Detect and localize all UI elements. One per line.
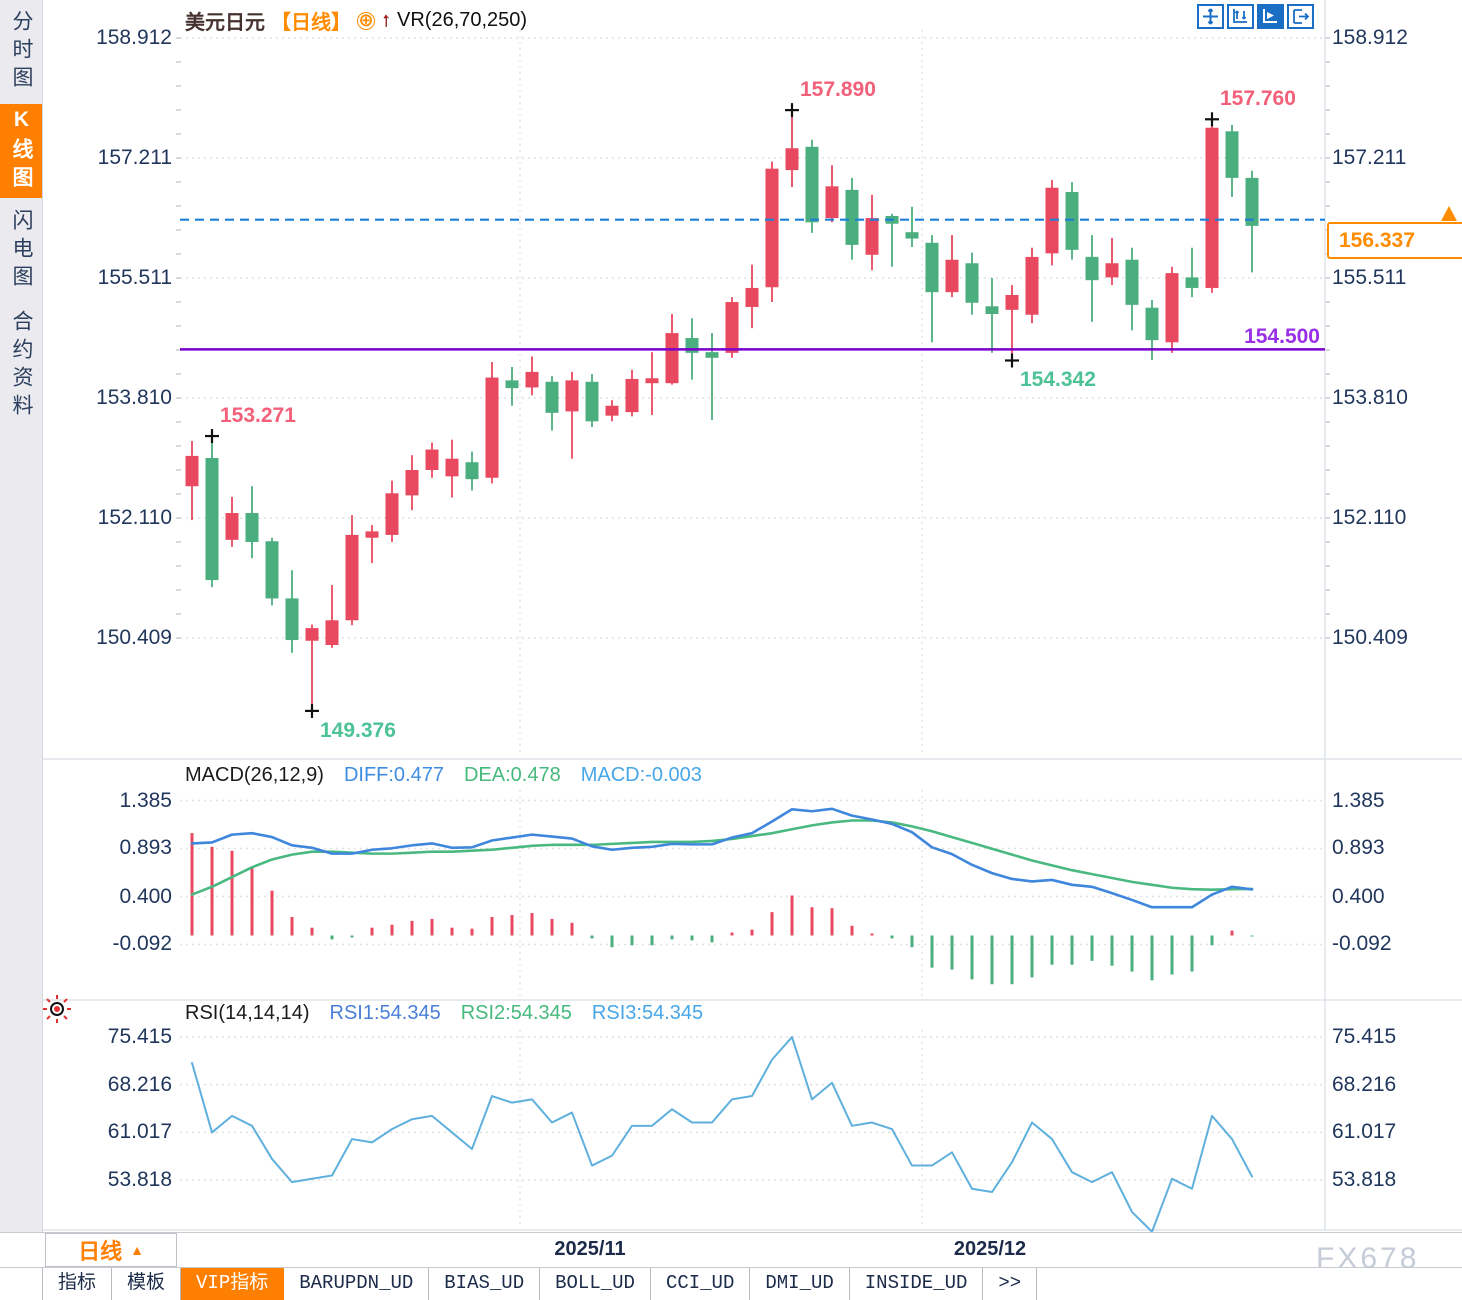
price-axis-label: 157.211 — [1332, 146, 1407, 170]
rsi-header: RSI(14,14,14) RSI1:54.345 RSI2:54.345 RS… — [185, 1002, 703, 1025]
crosshair-move-icon[interactable] — [1197, 4, 1224, 29]
x-axis-strip — [0, 1232, 1462, 1268]
auto-scale-icon[interactable] — [1257, 4, 1284, 29]
price-axis-label: 155.511 — [1332, 265, 1407, 289]
price-annotation: 149.376 — [320, 718, 396, 742]
price-axis-label: 150.409 — [1332, 626, 1408, 649]
price-annotation: 157.760 — [1220, 87, 1296, 111]
target-icon[interactable]: ⊕ — [357, 9, 375, 30]
bottom-tab-4[interactable]: BARUPDN_UD — [284, 1268, 430, 1300]
macd-axis-label: 0.400 — [119, 884, 172, 908]
price-axis-label: 155.511 — [97, 265, 172, 289]
macd-axis-label: 0.893 — [119, 836, 172, 860]
macd-title: MACD(26,12,9) — [185, 764, 324, 786]
price-axis-label: 152.110 — [97, 505, 172, 529]
price-annotation: 153.271 — [220, 404, 296, 428]
axis-range-icon[interactable] — [1227, 4, 1254, 29]
rsi3-value: RSI3:54.345 — [591, 1002, 704, 1024]
x-axis-month-label: 2025/12 — [953, 1238, 1027, 1260]
rsi-axis-label: 75.415 — [107, 1024, 172, 1048]
price-axis-label: 152.110 — [1332, 505, 1407, 529]
sidebar: 分时图 K线图闪电图合约资料 — [0, 0, 43, 1300]
price-axis-label: 153.810 — [96, 386, 172, 410]
sidebar-tab-3[interactable]: 闪电图 — [0, 204, 42, 298]
price-annotation: 154.342 — [1020, 368, 1096, 392]
sidebar-tab-4[interactable]: 合约资料 — [0, 304, 42, 428]
macd-macd-value: MACD:-0.003 — [580, 764, 702, 786]
caret-up-icon: ▲ — [130, 1242, 144, 1258]
vr-indicator-label: VR(26,70,250) — [397, 9, 528, 31]
up-arrow-icon: ↑ — [381, 9, 391, 31]
rsi-axis-label: 68.216 — [1332, 1072, 1397, 1096]
rsi-axis-label: 68.216 — [107, 1072, 172, 1096]
price-axis-label: 150.409 — [96, 626, 172, 649]
period-tag[interactable]: 【日线】 — [271, 12, 351, 34]
symbol-title: 美元日元 — [185, 12, 265, 34]
bottom-tab-1[interactable]: 指标 — [42, 1268, 113, 1300]
rsi1-value: RSI1:54.345 — [329, 1002, 441, 1024]
bottom-tab-9[interactable]: INSIDE_UD — [850, 1268, 984, 1300]
sidebar-tab-1[interactable]: 分时图 — [0, 6, 42, 98]
chart-toolbar — [1197, 4, 1314, 29]
macd-axis-label: -0.092 — [1332, 932, 1392, 956]
macd-axis-label: 1.385 — [1332, 788, 1385, 812]
x-axis-month-label: 2025/11 — [554, 1238, 626, 1260]
bottom-tab-2[interactable]: 模板 — [112, 1268, 182, 1300]
chart-header: 美元日元 【日线】 ⊕ ↑ VR(26,70,250) — [185, 6, 527, 35]
rsi-title: RSI(14,14,14) — [185, 1002, 310, 1024]
macd-axis-label: 1.385 — [119, 788, 172, 812]
current-price-badge: 156.337 — [1327, 222, 1462, 259]
go-to-latest-icon[interactable] — [1287, 4, 1314, 29]
sidebar-tab-2[interactable]: K线图 — [0, 104, 42, 198]
support-level-label: 154.500 — [1244, 325, 1320, 348]
price-axis-label: 158.912 — [96, 26, 172, 49]
rsi-axis-label: 61.017 — [107, 1120, 172, 1144]
macd-axis-label: -0.092 — [112, 932, 172, 956]
rsi-axis-label: 53.818 — [107, 1168, 172, 1191]
period-dropdown-button[interactable]: 日线 ▲ — [45, 1233, 177, 1267]
bottom-tab-5[interactable]: BIAS_UD — [429, 1268, 541, 1300]
bottom-tab-10[interactable]: >> — [983, 1268, 1038, 1300]
price-axis-label: 157.211 — [97, 146, 172, 170]
macd-axis-label: 0.893 — [1332, 836, 1385, 860]
price-axis-label: 158.912 — [1332, 26, 1408, 49]
bottom-tab-8[interactable]: DMI_UD — [750, 1268, 850, 1300]
macd-diff-value: DIFF:0.477 — [343, 764, 444, 786]
bottom-tab-6[interactable]: BOLL_UD — [540, 1268, 651, 1300]
indicator-tab-bar: 指标 模板 VIP指标 BARUPDN_UD BIAS_UD BOLL_UD CCI_UD D… — [0, 1268, 1462, 1300]
sun-indicator-icon[interactable] — [42, 994, 72, 1024]
price-axis-label: 153.810 — [1332, 386, 1408, 410]
period-label: 日线 — [78, 1239, 123, 1264]
macd-dea-value: DEA:0.478 — [463, 764, 561, 786]
watermark: FX678 — [1316, 1242, 1420, 1275]
rsi-axis-label: 53.818 — [1332, 1168, 1397, 1191]
rsi-axis-label: 61.017 — [1332, 1120, 1397, 1144]
rsi-axis-label: 75.415 — [1332, 1024, 1397, 1048]
macd-header: MACD(26,12,9) DIFF:0.477 DEA:0.478 MACD:… — [185, 764, 702, 787]
bottom-tab-3[interactable]: VIP指标 — [181, 1268, 285, 1300]
price-annotation: 157.890 — [800, 78, 876, 102]
rsi2-value: RSI2:54.345 — [460, 1002, 572, 1024]
macd-axis-label: 0.400 — [1332, 884, 1385, 908]
bottom-tab-7[interactable]: CCI_UD — [651, 1268, 751, 1300]
